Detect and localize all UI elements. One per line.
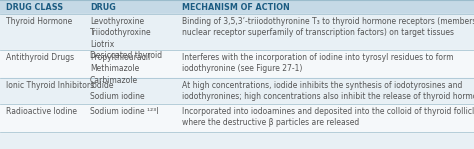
Text: Antithyroid Drugs: Antithyroid Drugs (6, 53, 74, 62)
Text: Ionic Thyroid Inhibitors: Ionic Thyroid Inhibitors (6, 81, 94, 90)
Text: Iodide
Sodium iodine: Iodide Sodium iodine (90, 81, 145, 101)
Text: Radioactive Iodine: Radioactive Iodine (6, 107, 77, 116)
Text: Incorporated into iodoamines and deposited into the colloid of thyroid follicles: Incorporated into iodoamines and deposit… (182, 107, 474, 127)
Text: Propylthiouracil
Methimazole
Carbimazole: Propylthiouracil Methimazole Carbimazole (90, 53, 150, 85)
Bar (0, 50, 474, 78)
Text: Thyroid Hormone: Thyroid Hormone (6, 17, 72, 26)
Text: Binding of 3,5,3’-triiodothyronine T₃ to thyroid hormone receptors (members of t: Binding of 3,5,3’-triiodothyronine T₃ to… (182, 17, 474, 37)
Bar (0, 78, 474, 104)
Text: Sodium iodine ¹²³I: Sodium iodine ¹²³I (90, 107, 158, 116)
Text: DRUG CLASS: DRUG CLASS (6, 3, 63, 11)
Text: DRUG: DRUG (90, 3, 116, 11)
Bar (0, 14, 474, 50)
Bar (0, 104, 474, 132)
Bar (0, 0, 474, 14)
Text: At high concentrations, iodide inhibits the synthesis of iodotyrosines and
iodot: At high concentrations, iodide inhibits … (182, 81, 474, 101)
Text: Levothyroxine
Triiodothyroxine
Liotrix
Desiccated thyroid: Levothyroxine Triiodothyroxine Liotrix D… (90, 17, 162, 60)
Text: MECHANISM OF ACTION: MECHANISM OF ACTION (182, 3, 290, 11)
Text: Interferes with the incorporation of iodine into tyrosyl residues to form
iodoth: Interferes with the incorporation of iod… (182, 53, 454, 73)
